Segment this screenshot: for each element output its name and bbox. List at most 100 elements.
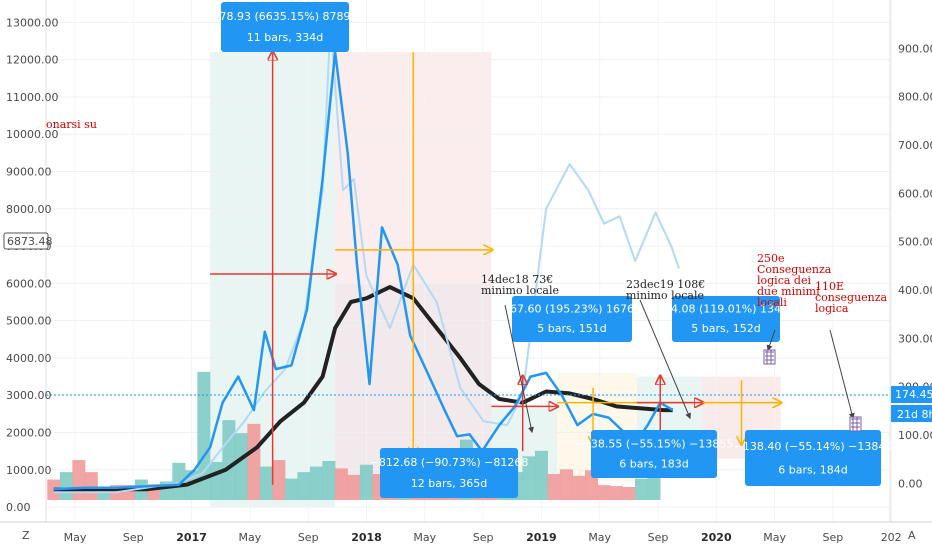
volume-bar	[309, 466, 323, 500]
x-tick-label: Sep	[648, 531, 669, 544]
annotations: 14dec18 73€minimo locale 23dec19 108€mini…	[481, 252, 888, 434]
y-tick-label: 6000.00	[6, 277, 52, 290]
volume-bar	[559, 469, 573, 500]
volume-bar	[622, 487, 636, 500]
y-tick-label: 5000.00	[6, 315, 52, 328]
watermark-text: onarsi su	[46, 118, 97, 131]
measure-box-line2: 6 bars, 183d	[619, 457, 688, 470]
x-tick-label: Sep	[823, 531, 844, 544]
x-tick-label: 2019	[526, 531, 557, 544]
corner-left-label[interactable]: Z	[22, 529, 30, 542]
note-pointer	[639, 299, 691, 420]
note-text: logica	[815, 302, 849, 315]
measure-box-line2: 5 bars, 151d	[537, 322, 606, 335]
note-text: conseguenza	[815, 291, 888, 304]
y-right-tick-label: 400.00	[898, 284, 932, 297]
y-tick-label: 2000.00	[6, 427, 52, 440]
y-right-tick-label: 700.00	[898, 139, 932, 152]
note-text: 250e	[757, 252, 785, 265]
measure-box-line2: 6 bars, 184d	[778, 464, 847, 477]
volume-bar	[259, 466, 273, 500]
measure-box-line1: −812.68 (−90.73%) −81268	[370, 456, 529, 469]
measure-arrows	[210, 52, 780, 485]
measure-box-line1: 167.60 (195.23%) 16760	[503, 303, 641, 316]
volume-bar	[572, 475, 586, 500]
volume-bar	[234, 433, 248, 500]
y-axis-right: 900.00 800.00 700.00 600.00 500.00 400.00 300.…	[898, 42, 932, 490]
measure-box-line1: −138.55 (−55.15%) −13855	[575, 437, 734, 450]
y-axis-left: 13000.00 12000.00 11000.00 10000.00 9000.00 8…	[6, 16, 59, 514]
measure-box	[591, 430, 717, 478]
left-price-tag: 6873.48	[3, 232, 53, 250]
volume-bar	[284, 478, 298, 500]
note-pointer	[766, 329, 776, 352]
volume-bar	[84, 472, 98, 500]
x-tick-label: May	[413, 531, 436, 544]
note-text: minimo locale	[481, 284, 559, 297]
y-tick-label: 3000.00	[6, 389, 52, 402]
measure-box	[672, 296, 780, 342]
note-text: Conseguenza	[757, 263, 832, 276]
measure-box	[380, 448, 518, 498]
volume-bar	[322, 461, 336, 500]
right-time-tag: 21d 8h	[891, 405, 932, 422]
measure-box-line2: 11 bars, 334d	[247, 31, 323, 44]
y-tick-label: 13000.00	[6, 16, 59, 29]
note-text: locali	[757, 296, 787, 309]
volume-bar	[72, 460, 86, 500]
measure-box-line2: 12 bars, 365d	[411, 477, 487, 490]
y-tick-label: 11000.00	[6, 91, 59, 104]
x-tick-label: Sep	[298, 531, 319, 544]
note-pointer	[829, 329, 855, 420]
note-text: due minimi	[757, 285, 820, 298]
volume-bar	[247, 423, 261, 500]
volume-bar	[609, 486, 623, 500]
x-tick-label: May	[239, 531, 262, 544]
measure-box	[745, 430, 881, 486]
corner-right-label[interactable]: A	[908, 529, 916, 542]
measure-box	[221, 2, 349, 52]
note-pointer	[504, 304, 534, 434]
y-right-tick-label: 300.00	[898, 332, 932, 345]
x-tick-label: 202	[881, 531, 902, 544]
x-tick-label: Sep	[473, 531, 494, 544]
y-right-tick-label: 500.00	[898, 236, 932, 249]
measure-box	[512, 296, 632, 342]
y-tick-label: 0.00	[6, 501, 31, 514]
x-tick-label: May	[64, 531, 87, 544]
volume-bar	[272, 460, 286, 500]
volume-bar	[534, 450, 548, 500]
right-price-tag: 174.45	[891, 386, 932, 403]
svg-text:6873.48: 6873.48	[7, 235, 53, 248]
volume-bar	[334, 468, 348, 500]
y-tick-label: 12000.00	[6, 54, 59, 67]
volume-bar	[59, 472, 73, 500]
x-axis: May Sep 2017 May Sep 2018 May Sep 2019 May Sep 2020…	[64, 531, 902, 544]
flag-icon[interactable]	[849, 416, 862, 432]
x-tick-label: Sep	[123, 531, 144, 544]
y-tick-label: 4000.00	[6, 352, 52, 365]
volume-bar	[597, 485, 611, 500]
note-text: 110E	[815, 280, 844, 293]
series-line	[53, 50, 674, 491]
volume-bar	[172, 462, 186, 500]
volume-bar	[209, 461, 223, 500]
flag-icon[interactable]	[763, 349, 776, 365]
measure-box-line1: 134.08 (119.01%) 13408	[657, 303, 795, 316]
y-tick-label: 8000.00	[6, 203, 52, 216]
volume-bar	[547, 474, 561, 500]
y-tick-label: 9000.00	[6, 166, 52, 179]
note-text: minimo locale	[626, 289, 704, 302]
note-text: logica dei	[757, 274, 811, 287]
y-tick-label: 1000.00	[6, 464, 52, 477]
measure-boxes: 878.93 (6635.15%) 87893 11 bars, 334d 167.…	[213, 2, 892, 498]
volume-bar	[222, 420, 236, 500]
note-text: 14dec18 73€	[481, 273, 553, 286]
series-line	[53, 21, 680, 494]
volume-bar	[184, 470, 198, 500]
svg-text:21d 8h: 21d 8h	[897, 408, 932, 421]
x-tick-label: May	[588, 531, 611, 544]
volume-bar	[522, 456, 536, 500]
y-right-tick-label: 100.00	[898, 429, 932, 442]
